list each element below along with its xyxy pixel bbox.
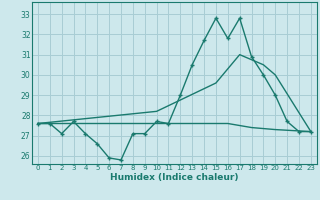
X-axis label: Humidex (Indice chaleur): Humidex (Indice chaleur) [110,173,239,182]
